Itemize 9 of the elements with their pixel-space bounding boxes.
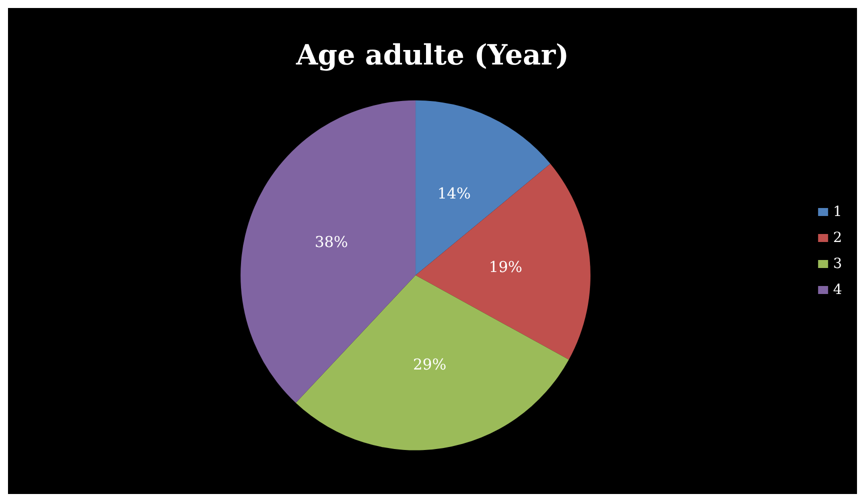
- legend-label: 1: [833, 204, 842, 220]
- legend-label: 2: [833, 230, 842, 246]
- chart-title: Age adulte (Year): [295, 38, 569, 72]
- data-label: 38%: [314, 232, 348, 251]
- data-label: 14%: [437, 184, 471, 202]
- legend-label: 4: [833, 282, 842, 298]
- data-label: 29%: [413, 356, 446, 374]
- data-label: 19%: [488, 258, 522, 276]
- legend-label: 3: [833, 256, 842, 272]
